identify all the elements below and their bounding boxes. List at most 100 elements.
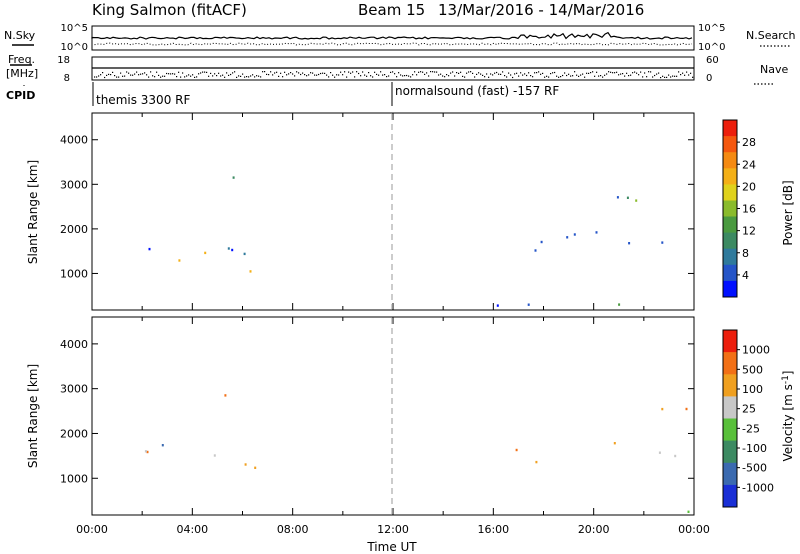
colorbar-segment [723,200,737,218]
nave-point [286,74,288,76]
nave-point [528,72,530,74]
nave-point [294,75,296,77]
nave-point [298,72,300,74]
nave-point [674,75,676,77]
power-scatter [148,176,664,307]
nave-point [260,76,262,78]
range-cell [227,247,230,250]
nave-point [614,72,616,74]
nave-point [446,74,448,76]
nave-point [612,72,614,74]
range-cell [635,199,638,202]
colorbar-tick-label: 4 [742,269,749,282]
velocity-colorbar-label: Velocity [m s-1] [781,371,795,462]
nave-point [352,71,354,73]
range-cell [658,451,661,454]
range-cell [595,231,598,234]
x-tick-label: 04:00 [176,523,208,536]
nave-point [358,72,360,75]
range-cell [661,407,664,411]
nave-point [488,76,490,78]
nave-point [150,71,152,73]
nave-point [388,75,390,77]
nave-point [328,76,330,78]
colorbar-segment [723,168,737,185]
nave-point [402,75,404,77]
nave-point [188,74,190,76]
nave-point [512,76,514,79]
nave-point [394,73,396,75]
colorbar-segment [723,418,737,442]
nave-point [418,71,420,73]
count-tick-left-bottom: 10^0 [61,42,88,53]
velocity-scatter [144,394,690,513]
nave-point [362,71,364,73]
nave-point [204,71,206,73]
nave-point [130,74,132,76]
nave-point [630,74,632,76]
nave-point [478,72,480,74]
nave-point [206,71,208,73]
power-axes: 1000 2000 3000 4000 [60,113,695,310]
count-tick-right-bottom: 10^0 [698,42,725,53]
nave-point [322,72,324,74]
nave-point [192,74,194,76]
range-cell [144,450,147,453]
nave-point [664,76,666,78]
nave-point [602,76,604,78]
colorbar-tick-label: 16 [742,203,756,216]
nave-point [208,75,210,77]
nave-point [156,71,158,73]
colorbar-segment [723,152,737,169]
range-cell [178,259,181,262]
nave-point [120,72,122,74]
nave-point [282,76,284,78]
nave-point [194,76,196,78]
nave-point [262,71,264,73]
nave-point [410,76,412,78]
range-cell [231,248,234,252]
range-cell [626,196,629,199]
range-cell [515,448,518,452]
nave-point [338,74,340,76]
nave-point [420,71,422,73]
nave-point [324,72,326,74]
nave-point [470,71,472,73]
nave-point [176,76,178,78]
nave-point [598,75,600,77]
nave-point [134,73,136,75]
nave-point [450,72,452,74]
nave-point [400,74,402,76]
nave-point [686,71,688,73]
y-tick-label: 3000 [60,178,88,191]
nave-point [496,71,498,74]
nave-point [392,71,394,73]
x-tick-label: 16:00 [477,523,509,536]
range-cell [254,466,257,469]
nave-point [578,75,580,77]
nave-point [568,73,570,75]
range-cell [685,407,688,411]
nave-point [256,75,258,77]
nave-point [580,74,582,76]
nave-point [236,76,238,78]
nave-point [562,74,564,77]
nave-point [140,73,142,75]
nave-point [346,76,348,78]
nave-point [650,71,652,73]
x-tick-label: 08:00 [277,523,309,536]
nave-point [516,72,518,74]
nave-point [604,74,606,76]
nave-point [112,71,114,73]
nave-point [530,75,532,77]
nave-point [398,72,400,74]
nave-point [632,72,634,74]
nave-point [564,72,566,74]
nave-point [506,76,508,78]
nave-point [536,72,538,74]
velocity-panel-frame [91,316,695,516]
nave-point [248,76,250,78]
nave-point [268,74,270,76]
nave-point [364,74,366,76]
